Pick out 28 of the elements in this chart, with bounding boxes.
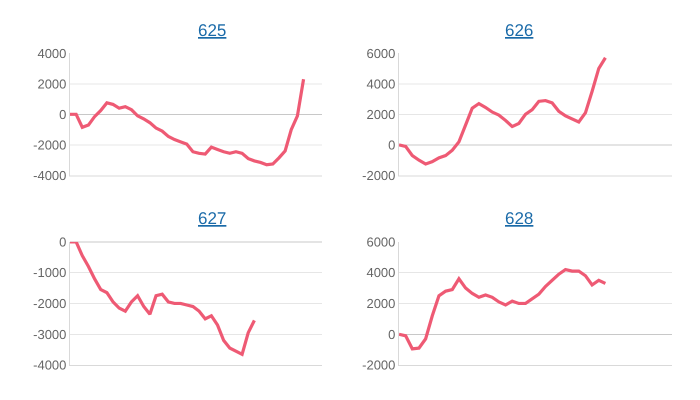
y-tick-label: 6000 — [366, 46, 396, 61]
y-tick-label: -2000 — [362, 358, 396, 373]
y-tick-label: 0 — [59, 106, 66, 122]
y-tick-label: 2000 — [366, 106, 396, 122]
line-series — [70, 242, 256, 356]
y-tick-label: -3000 — [33, 326, 66, 342]
chart-title: 627 — [198, 209, 226, 228]
y-tick-label: 2000 — [366, 296, 396, 311]
y-tick-label: -2000 — [362, 168, 396, 183]
line-series — [399, 56, 608, 166]
chart-title: 625 — [198, 21, 226, 40]
chart-title: 628 — [505, 209, 534, 228]
y-tick-label: 0 — [388, 326, 396, 342]
y-tick-label: 2000 — [37, 76, 66, 92]
y-tick-label: 4000 — [366, 265, 396, 280]
y-tick-label: -4000 — [33, 168, 66, 183]
line-series — [70, 78, 306, 166]
y-tick-label: 0 — [59, 234, 66, 250]
y-tick-label: 6000 — [366, 234, 396, 250]
y-tick-label: -2000 — [33, 296, 66, 311]
y-tick-label: -4000 — [33, 358, 66, 373]
y-tick-label: -2000 — [33, 137, 66, 152]
y-tick-label: 0 — [388, 137, 396, 152]
y-tick-label: -1000 — [33, 265, 66, 280]
chart-title: 626 — [505, 21, 534, 40]
y-tick-label: 4000 — [37, 46, 66, 61]
y-tick-label: 4000 — [366, 76, 396, 92]
line-series — [399, 268, 608, 350]
